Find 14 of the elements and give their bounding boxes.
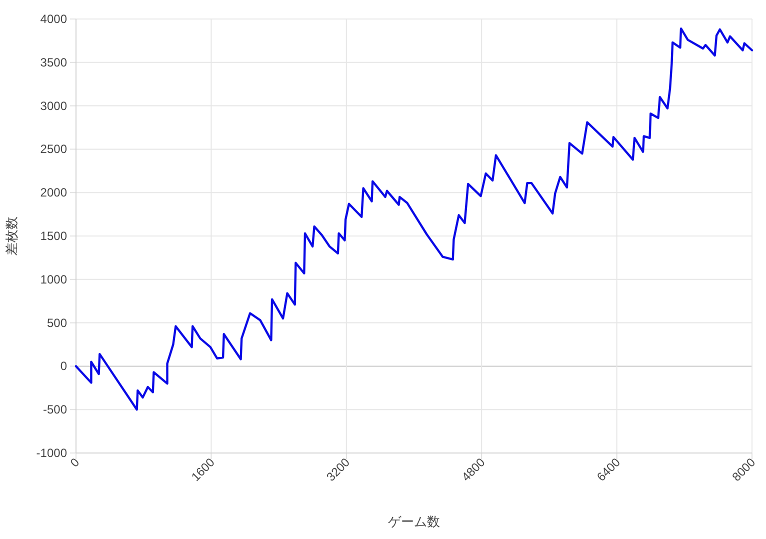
- y-tick-label: 1500: [40, 229, 68, 243]
- y-tick-label: 0: [60, 359, 68, 374]
- y-tick-label: 1000: [40, 272, 68, 286]
- y-tick-label: 3000: [40, 98, 68, 113]
- y-tick-label: -1000: [36, 446, 68, 460]
- y-axis-title: 差枚数: [4, 216, 19, 256]
- y-tick-label: 4000: [40, 12, 68, 26]
- y-tick-label: 2500: [40, 142, 68, 156]
- y-tick-label: -500: [42, 402, 68, 417]
- x-tick-label: 0: [67, 455, 82, 470]
- y-tick-label: 500: [46, 316, 68, 330]
- y-tick-label: 3500: [40, 55, 68, 70]
- x-axis-title: ゲーム数: [388, 514, 440, 529]
- y-tick-label: 2000: [40, 186, 68, 200]
